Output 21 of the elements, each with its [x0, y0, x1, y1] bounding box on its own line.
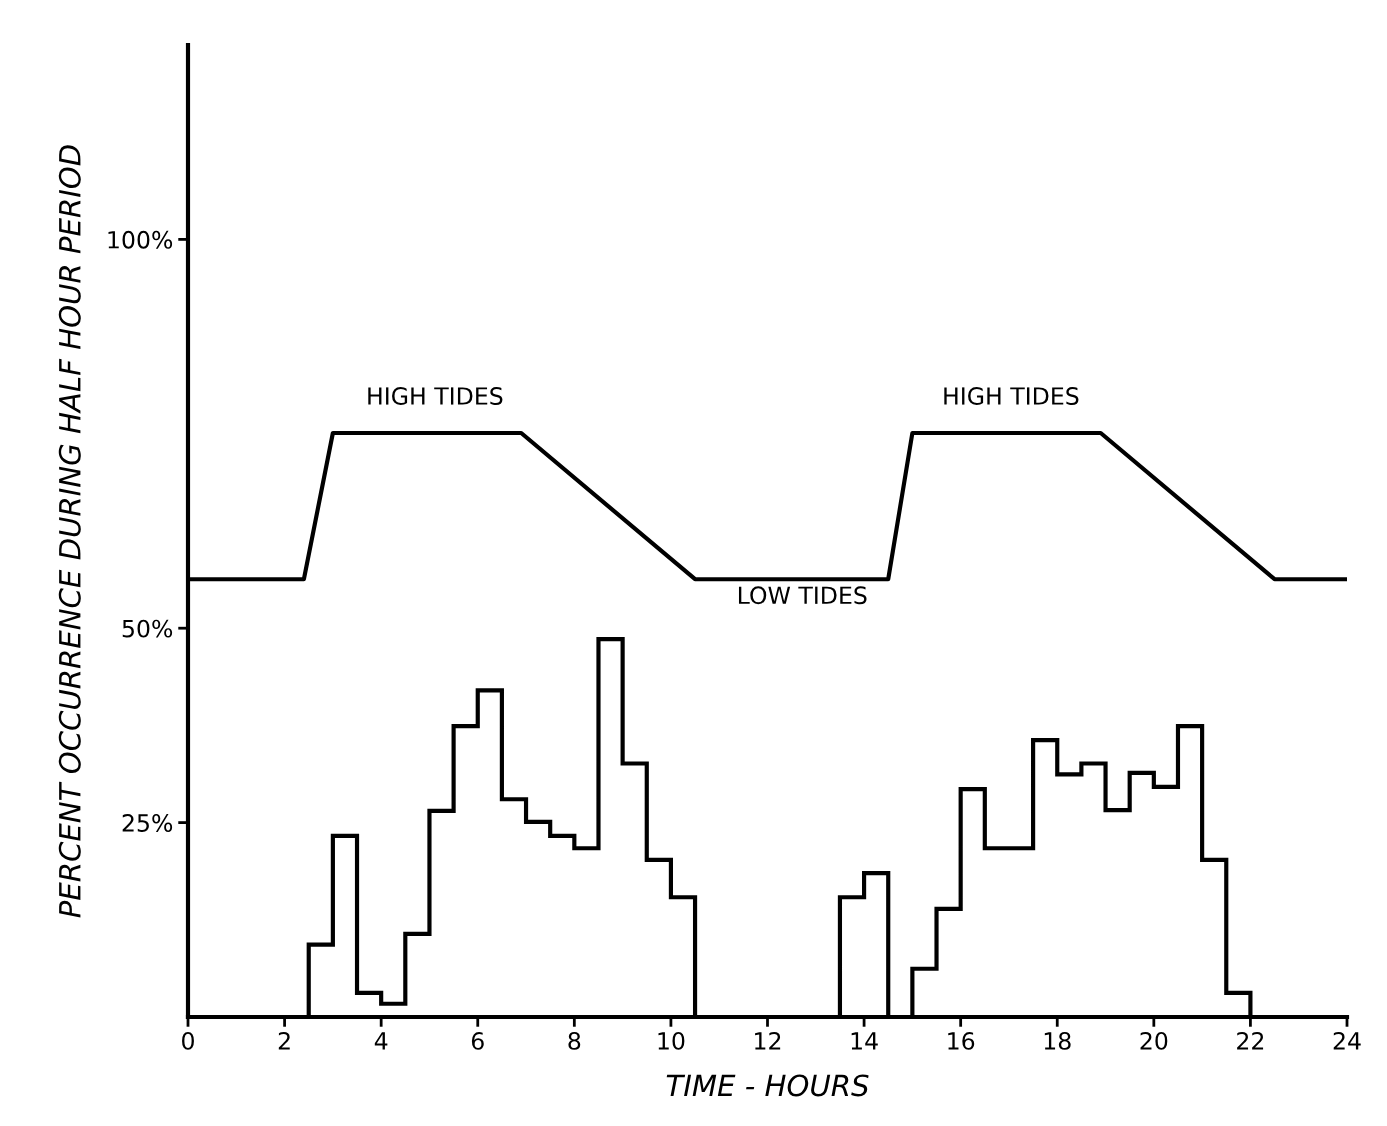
annotation: HIGH TIDES [368, 387, 503, 405]
x-tick-label: 2 [278, 1032, 290, 1050]
y-tick-label: 100% [108, 230, 173, 249]
annotation: HIGH TIDES [944, 387, 1079, 405]
x-tick-label: 4 [374, 1032, 388, 1050]
x-axis-title: TIME - HOURS [666, 1074, 869, 1097]
x-tick-label: 16 [948, 1032, 975, 1050]
x-tick-label: 8 [568, 1032, 581, 1050]
x-tick-label: 12 [755, 1032, 781, 1050]
x-tick-label: 22 [1237, 1032, 1264, 1050]
x-tick-label: 6 [471, 1032, 484, 1050]
x-tick-label: 0 [182, 1032, 194, 1050]
x-tick-label: 14 [851, 1032, 878, 1050]
x-tick-label: 10 [658, 1032, 685, 1050]
x-tick-label: 24 [1333, 1032, 1361, 1050]
annotation: LOW TIDES [738, 586, 867, 605]
y-tick-label: 25% [122, 814, 173, 832]
x-tick-label: 18 [1044, 1032, 1071, 1050]
y-axis-title: PERCENT OCCURRENCE DURING HALF HOUR PERIOD [58, 145, 81, 918]
y-tick-label: 50% [122, 619, 173, 638]
x-tick-label: 20 [1140, 1032, 1168, 1050]
